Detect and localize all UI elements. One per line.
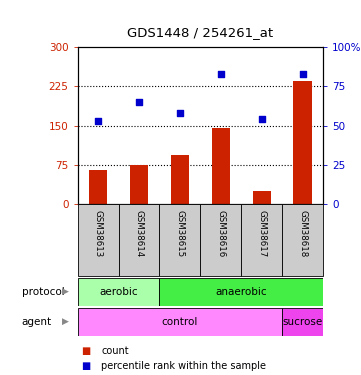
- Point: [218, 70, 224, 76]
- Text: control: control: [162, 316, 198, 327]
- Bar: [78, 204, 118, 276]
- Text: GSM38618: GSM38618: [298, 210, 307, 257]
- Bar: [160, 278, 323, 306]
- Text: GDS1448 / 254261_at: GDS1448 / 254261_at: [127, 26, 273, 39]
- Text: sucrose: sucrose: [283, 316, 323, 327]
- Bar: [212, 128, 230, 204]
- Bar: [78, 308, 282, 336]
- Bar: [89, 170, 107, 204]
- Bar: [130, 165, 148, 204]
- Text: GSM38614: GSM38614: [135, 210, 143, 257]
- Point: [300, 70, 305, 76]
- Text: GSM38616: GSM38616: [216, 210, 225, 257]
- Text: ▶: ▶: [61, 317, 69, 326]
- Bar: [241, 204, 282, 276]
- Bar: [118, 204, 160, 276]
- Point: [95, 118, 101, 124]
- Bar: [253, 191, 271, 204]
- Bar: [160, 204, 200, 276]
- Point: [136, 99, 142, 105]
- Point: [177, 110, 183, 116]
- Text: percentile rank within the sample: percentile rank within the sample: [101, 361, 266, 370]
- Text: GSM38617: GSM38617: [257, 210, 266, 257]
- Text: ■: ■: [81, 346, 91, 355]
- Text: GSM38613: GSM38613: [93, 210, 103, 257]
- Bar: [78, 278, 160, 306]
- Bar: [200, 204, 241, 276]
- Text: GSM38615: GSM38615: [175, 210, 184, 257]
- Text: aerobic: aerobic: [99, 286, 138, 297]
- Text: ▶: ▶: [61, 287, 69, 296]
- Bar: [171, 154, 189, 204]
- Text: count: count: [101, 346, 129, 355]
- Text: protocol: protocol: [22, 286, 64, 297]
- Text: agent: agent: [22, 316, 52, 327]
- Point: [259, 116, 265, 122]
- Bar: [282, 204, 323, 276]
- Bar: [282, 308, 323, 336]
- Text: anaerobic: anaerobic: [216, 286, 267, 297]
- Bar: [293, 81, 312, 204]
- Text: ■: ■: [81, 361, 91, 370]
